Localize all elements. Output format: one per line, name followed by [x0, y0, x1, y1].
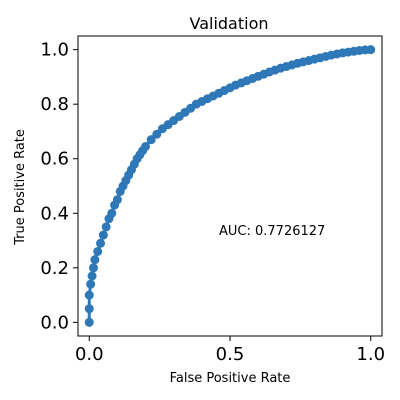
y-tick-label: 0.0: [40, 312, 69, 333]
roc-point: [107, 208, 117, 218]
roc-point: [84, 317, 94, 327]
roc-point: [152, 129, 162, 139]
roc-point: [84, 290, 94, 300]
chart-title: Validation: [189, 14, 268, 33]
y-tick-label: 0.4: [40, 203, 69, 224]
roc-point: [101, 222, 111, 232]
x-tick-label: 1.0: [356, 344, 385, 365]
roc-point: [84, 304, 94, 314]
auc-annotation: AUC: 0.7726127: [219, 224, 325, 239]
roc-point: [146, 135, 156, 145]
roc-point: [112, 195, 122, 205]
roc-point: [98, 230, 108, 240]
y-tick-label: 0.2: [40, 258, 69, 279]
plot-area: [77, 35, 383, 337]
y-tick-label: 0.8: [40, 94, 69, 115]
roc-point: [141, 141, 151, 151]
x-axis-label: False Positive Rate: [170, 371, 291, 386]
x-axis-ticks: 0.0 0.5 1.0: [75, 336, 385, 365]
y-axis-ticks: 0.0 0.2 0.4 0.6 0.8 1.0: [40, 40, 78, 333]
roc-point: [86, 279, 96, 289]
x-tick-label: 0.5: [216, 344, 245, 365]
y-axis-label: True Positive Rate: [13, 129, 28, 246]
x-tick-label: 0.0: [75, 344, 104, 365]
roc-point: [96, 238, 106, 248]
y-tick-label: 1.0: [40, 40, 69, 61]
roc-point: [88, 263, 98, 273]
y-tick-label: 0.6: [40, 149, 69, 170]
roc-point: [93, 246, 103, 256]
series-layer: [84, 45, 376, 327]
roc-point: [90, 255, 100, 265]
roc-point: [366, 45, 376, 55]
roc-point: [87, 271, 97, 281]
